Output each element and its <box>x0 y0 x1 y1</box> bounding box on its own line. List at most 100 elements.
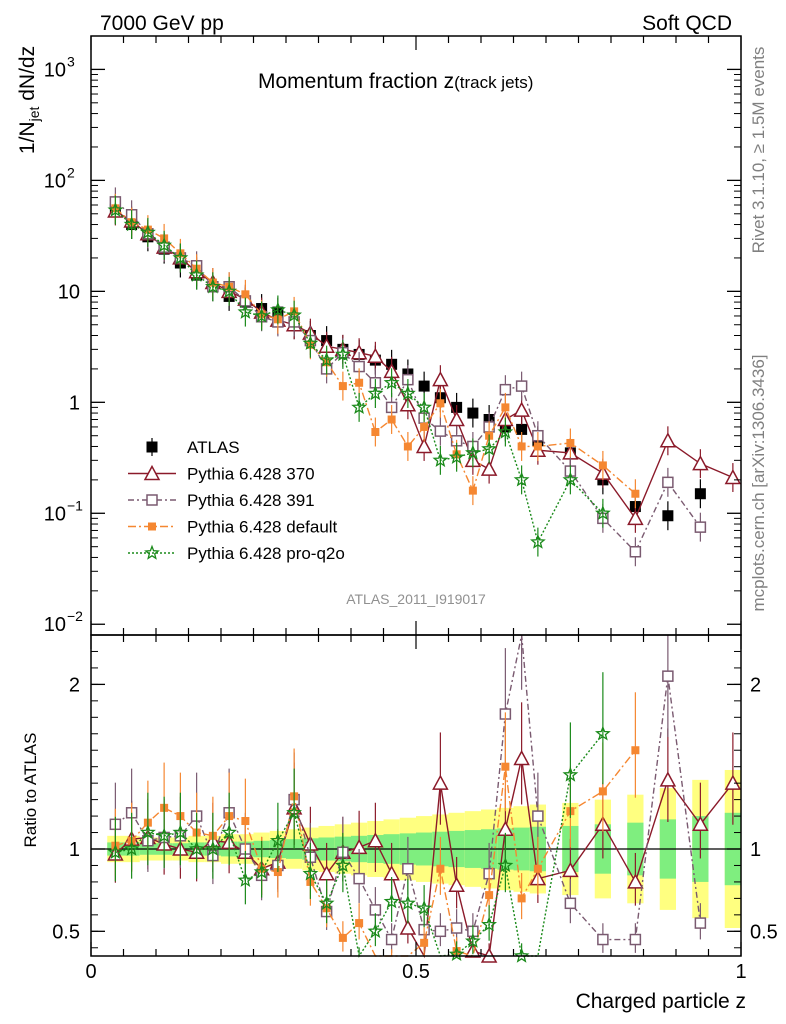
pythia-default-point <box>566 438 575 447</box>
pythia-default-ratio-point <box>420 938 429 947</box>
pythia-pro-q2o-ratio-point <box>253 863 270 879</box>
pythia-pro-q2o-point <box>286 306 303 322</box>
pythia-391-ratio-point <box>434 925 447 938</box>
pythia-pro-q2o-legend-marker <box>144 544 160 560</box>
pythia-pro-q2o-ratio-point <box>139 824 156 840</box>
ratio-y-tick-label-right: 1 <box>750 839 761 861</box>
upper-ylabel-text: 1/N <box>16 121 39 154</box>
y-tick-mantissa: 1 <box>69 392 80 414</box>
plot-title-main: Momentum fraction z <box>258 70 454 93</box>
pythia-pro-q2o-ratio-point <box>205 840 221 856</box>
pythia-default-point <box>387 415 396 424</box>
pythia-370-ratio-point <box>627 873 644 889</box>
atlas-point <box>467 407 479 419</box>
y-tick-exponent: 3 <box>67 53 75 69</box>
pythia-pro-q2o-point <box>432 451 449 468</box>
header-right: Soft QCD <box>642 12 732 35</box>
pythia-pro-q2o-point <box>237 303 254 319</box>
pythia-pro-q2o-ratio-point <box>334 857 351 873</box>
atlas-point <box>516 423 528 435</box>
pythia-pro-q2o-ratio-point <box>594 725 611 741</box>
pythia-370-ratio-point <box>692 815 709 832</box>
pythia-default-ratio-point <box>355 919 364 928</box>
pythia-pro-q2o-ratio-point <box>399 894 416 911</box>
pythia-pro-q2o-point <box>221 282 238 299</box>
pythia-pro-q2o-point <box>334 346 351 362</box>
pythia-370-ratio-point <box>513 749 530 766</box>
ratio-y-tick-label-right: 2 <box>750 674 761 696</box>
xlabel: Charged particle z <box>576 990 746 1013</box>
pythia-pro-q2o-point <box>302 334 319 351</box>
y-tick-exponent: 2 <box>67 164 75 180</box>
pythia-391-point <box>434 425 447 437</box>
y-tick-label: 1 <box>69 392 80 414</box>
y-tick-label: 10 <box>58 281 80 303</box>
pythia-pro-q2o-ratio-point <box>156 827 173 843</box>
ratio-y-tick-label: 0.5 <box>52 921 80 943</box>
pythia-pro-q2o-point <box>156 237 172 253</box>
pythia-pro-q2o-ratio-point <box>562 766 579 782</box>
atlas-point <box>418 380 430 392</box>
y-tick-mantissa: 10 <box>44 170 66 192</box>
pythia-default-ratio-point <box>436 864 445 873</box>
pythia-pro-q2o-ratio-point <box>286 804 303 820</box>
pythia-pro-q2o-point <box>465 444 481 460</box>
pythia-391-point <box>694 521 707 533</box>
pythia-370-ratio-point <box>562 861 579 878</box>
pythia-pro-q2o-point <box>448 448 465 464</box>
pythia-default-ratio-point <box>517 894 526 903</box>
pythia-default-point <box>338 382 347 391</box>
legend-label-atlas: ATLAS <box>187 438 240 457</box>
legend-label-pythia-default: Pythia 6.428 default <box>187 518 338 537</box>
pythia-default-point <box>517 442 526 451</box>
pythia-pro-q2o-ratio-point <box>172 824 189 840</box>
pythia-370-point <box>724 468 742 485</box>
pythia-pro-q2o-point <box>481 440 498 456</box>
pythia-pro-q2o-point <box>318 351 335 367</box>
pythia-default-point <box>420 422 429 431</box>
pythia-default-point <box>403 442 412 451</box>
pythia-pro-q2o-point <box>253 307 270 323</box>
pythia-391-ratio-point <box>597 933 609 946</box>
y-tick-label: 10 <box>44 170 66 192</box>
pythia-391-ratio-point <box>532 810 544 822</box>
pythia-391-ratio-point <box>629 933 642 946</box>
pythia-pro-q2o-point <box>594 505 611 520</box>
y-tick-mantissa: 10 <box>58 281 80 303</box>
legend: ATLAS Pythia 6.428 370 Pythia 6.428 391 Pyt… <box>128 438 345 563</box>
pythia-pro-q2o-ratio-point <box>416 900 433 915</box>
pythia-default-point <box>371 428 380 437</box>
pythia-391-ratio-point <box>385 933 398 946</box>
plot-title: Momentum fraction z(track jets) <box>258 70 533 93</box>
x-tick-label: 0 <box>85 961 96 983</box>
pythia-pro-q2o-ratio-point <box>318 894 335 911</box>
ratio-bands <box>91 769 741 929</box>
pythia-pro-q2o-ratio-point <box>302 865 319 881</box>
pythia-default-ratio-point <box>273 868 282 877</box>
pythia-pro-q2o-ratio-point <box>188 840 205 856</box>
pythia-pro-q2o-ratio-point <box>269 832 286 848</box>
pythia-pro-q2o-ratio-point <box>383 893 400 909</box>
pythia-370-ratio-point <box>432 774 449 790</box>
pythia-default-ratio-point <box>241 817 250 826</box>
pythia-default-point <box>533 442 542 451</box>
pythia-default-ratio-point <box>631 746 640 755</box>
pythia-370-point <box>480 460 498 476</box>
pythia-370-point <box>627 509 644 526</box>
pythia-pro-q2o-point <box>172 249 189 265</box>
header-left: 7000 GeV pp <box>100 12 224 35</box>
pythia-370-point <box>432 371 449 387</box>
upper-ylabel-sub: jet <box>26 107 42 123</box>
pythia-default-point <box>468 486 477 495</box>
pythia-pro-q2o-point <box>416 399 432 415</box>
pythia-370-point <box>513 401 530 417</box>
pythia-370-ratio-point <box>659 771 677 787</box>
pythia-pro-q2o-point <box>123 216 140 232</box>
lower-ylabel: Ratio to ATLAS <box>21 733 40 848</box>
upper-marks <box>107 187 742 567</box>
y-tick-mantissa: 10 <box>44 503 66 525</box>
pythia-pro-q2o-ratio-point <box>123 840 140 856</box>
upper-ylabel: 1/Njet dN/dz <box>16 46 42 154</box>
